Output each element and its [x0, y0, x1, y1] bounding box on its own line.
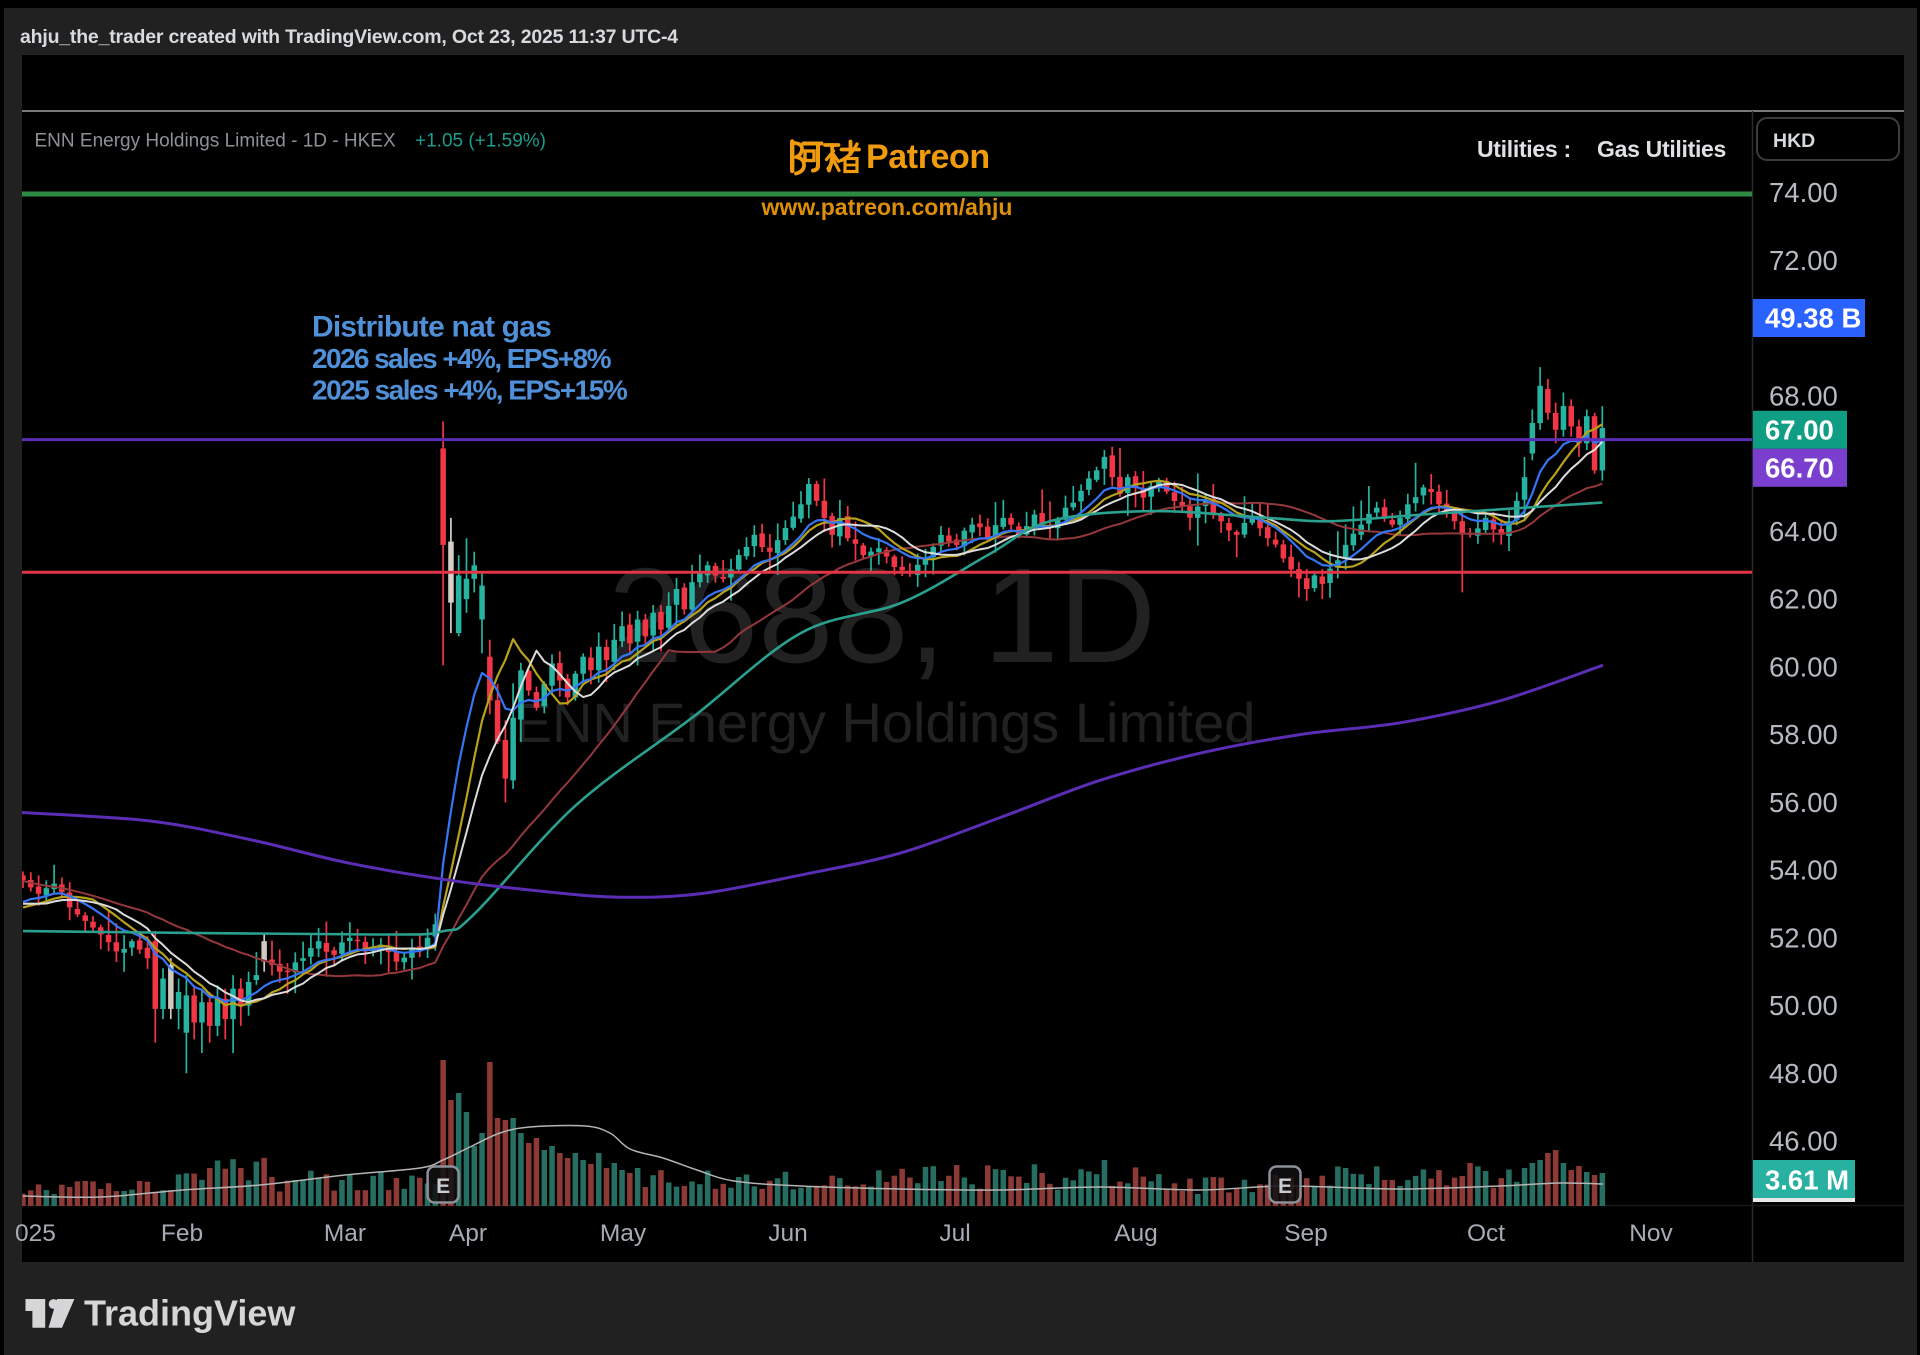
svg-text:Jul: Jul [939, 1220, 970, 1247]
svg-text:2026 sales +4%, EPS+8%: 2026 sales +4%, EPS+8% [312, 343, 612, 374]
svg-text:TradingView: TradingView [84, 1293, 296, 1334]
svg-text:Utilities :: Utilities : [1477, 136, 1571, 162]
svg-text:60.00: 60.00 [1769, 651, 1838, 682]
svg-text:49.38 B: 49.38 B [1765, 303, 1861, 334]
svg-text:+1.05 (+1.59%): +1.05 (+1.59%) [415, 131, 546, 152]
svg-text:025: 025 [15, 1220, 56, 1247]
svg-text:HKD: HKD [1773, 130, 1815, 152]
svg-text:Oct: Oct [1467, 1220, 1505, 1247]
svg-text:www.patreon.com/ahju: www.patreon.com/ahju [761, 194, 1013, 220]
svg-text:3.61 M: 3.61 M [1765, 1165, 1849, 1196]
svg-text:Apr: Apr [449, 1220, 487, 1247]
svg-text:74.00: 74.00 [1769, 177, 1838, 208]
svg-text:50.00: 50.00 [1769, 990, 1838, 1021]
svg-text:ahju_the_trader created with T: ahju_the_trader created with TradingView… [20, 26, 678, 48]
svg-text:Feb: Feb [161, 1220, 203, 1247]
svg-text:ENN Energy Holdings Limited -: ENN Energy Holdings Limited - 1D - HKEX [35, 131, 396, 152]
svg-text:54.00: 54.00 [1769, 855, 1838, 886]
svg-text:Sep: Sep [1284, 1220, 1328, 1247]
svg-text:64.00: 64.00 [1769, 516, 1838, 547]
svg-text:52.00: 52.00 [1769, 922, 1838, 953]
svg-text:68.00: 68.00 [1769, 380, 1838, 411]
svg-text:May: May [600, 1220, 647, 1247]
svg-text:56.00: 56.00 [1769, 787, 1838, 818]
svg-text:58.00: 58.00 [1769, 719, 1838, 750]
svg-text:E: E [436, 1175, 450, 1198]
svg-text:72.00: 72.00 [1769, 245, 1838, 276]
svg-text:Gas Utilities: Gas Utilities [1597, 136, 1726, 162]
svg-text:2025 sales +4%, EPS+15%: 2025 sales +4%, EPS+15% [312, 375, 628, 406]
svg-text:46.00: 46.00 [1769, 1126, 1838, 1157]
svg-text:ENN Energy Holdings Limited: ENN Energy Holdings Limited [515, 691, 1256, 754]
svg-text:E: E [1278, 1175, 1292, 1198]
svg-text:Nov: Nov [1629, 1220, 1673, 1247]
svg-text:Mar: Mar [324, 1220, 366, 1247]
svg-text:Patreon: Patreon [866, 138, 990, 176]
svg-text:62.00: 62.00 [1769, 584, 1838, 615]
svg-text:Jun: Jun [768, 1220, 808, 1247]
svg-text:67.00: 67.00 [1765, 414, 1834, 445]
svg-text:Distribute nat gas: Distribute nat gas [312, 311, 551, 344]
svg-text:48.00: 48.00 [1769, 1058, 1838, 1089]
svg-text:Aug: Aug [1114, 1220, 1158, 1247]
svg-text:66.70: 66.70 [1765, 452, 1834, 483]
